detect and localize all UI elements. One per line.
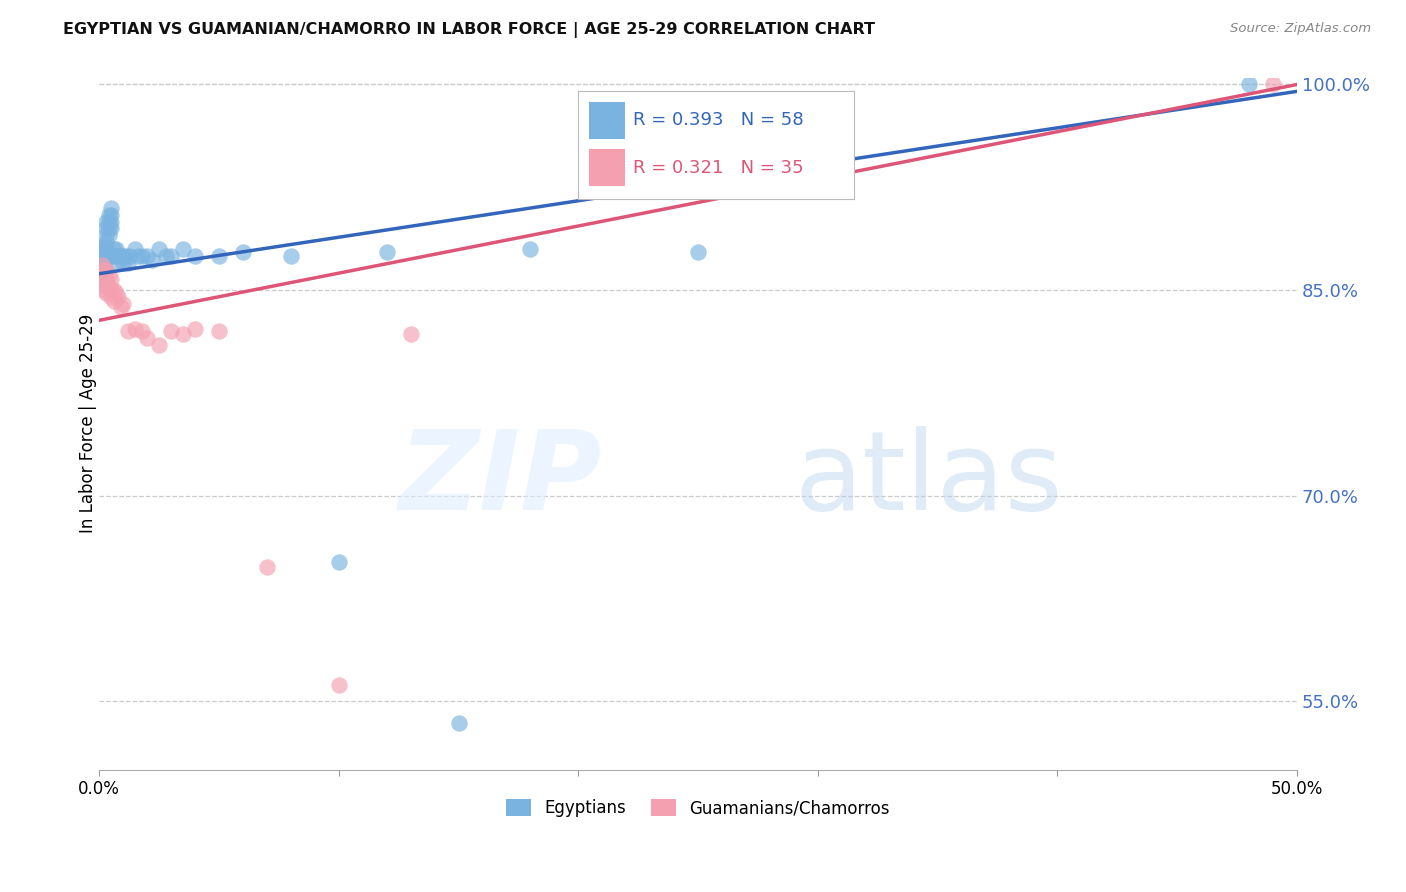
Point: [256, 560, 278, 574]
Point: [124, 242, 146, 256]
Point: [103, 242, 125, 256]
Point: [1237, 78, 1260, 92]
Point: [110, 300, 132, 314]
Point: [93, 262, 115, 277]
Point: [104, 242, 127, 256]
Point: [90, 259, 112, 273]
Point: [100, 272, 122, 286]
Point: [93, 272, 115, 286]
Point: [141, 252, 163, 267]
Point: [93, 239, 115, 253]
Point: [160, 249, 183, 263]
Point: [93, 249, 115, 263]
Point: [447, 716, 470, 731]
Point: [117, 324, 139, 338]
Point: [96, 244, 118, 259]
Point: [399, 326, 422, 341]
Point: [110, 249, 132, 263]
Point: [96, 272, 118, 286]
Y-axis label: In Labor Force | Age 25-29: In Labor Force | Age 25-29: [79, 314, 97, 533]
Point: [93, 262, 115, 277]
Point: [96, 280, 118, 294]
Point: [117, 256, 139, 270]
Point: [103, 294, 125, 309]
Point: [96, 249, 118, 263]
Point: [93, 269, 115, 284]
Point: [184, 249, 207, 263]
Point: [90, 256, 112, 270]
Point: [104, 249, 127, 263]
Point: [100, 201, 122, 215]
Point: [93, 259, 115, 273]
Point: [93, 277, 115, 291]
Point: [93, 252, 115, 267]
Point: [90, 249, 112, 263]
Point: [100, 283, 122, 297]
Point: [96, 221, 118, 235]
Point: [97, 221, 120, 235]
Text: ZIP: ZIP: [399, 425, 602, 533]
Point: [100, 221, 122, 235]
Point: [280, 249, 302, 263]
Point: [519, 242, 541, 256]
Point: [208, 249, 231, 263]
Point: [172, 242, 194, 256]
Legend: Egyptians, Guamanians/Chamorros: Egyptians, Guamanians/Chamorros: [499, 792, 897, 824]
Point: [96, 214, 118, 228]
Point: [148, 242, 170, 256]
Point: [100, 208, 122, 222]
Point: [104, 285, 127, 300]
Point: [148, 338, 170, 352]
Point: [120, 249, 142, 263]
Point: [136, 331, 159, 345]
Point: [96, 285, 118, 300]
Point: [103, 283, 125, 297]
Point: [124, 321, 146, 335]
Point: [93, 283, 115, 297]
Point: [172, 326, 194, 341]
Point: [107, 290, 129, 304]
Point: [328, 555, 350, 569]
Text: EGYPTIAN VS GUAMANIAN/CHAMORRO IN LABOR FORCE | AGE 25-29 CORRELATION CHART: EGYPTIAN VS GUAMANIAN/CHAMORRO IN LABOR …: [63, 22, 876, 38]
Point: [112, 249, 135, 263]
Point: [328, 678, 350, 692]
Point: [100, 290, 122, 304]
Point: [97, 269, 120, 284]
Point: [93, 267, 115, 281]
Point: [184, 321, 207, 335]
Point: [97, 214, 120, 228]
Point: [97, 208, 120, 222]
Point: [131, 249, 153, 263]
Point: [160, 324, 183, 338]
Point: [107, 249, 129, 263]
Point: [90, 267, 112, 281]
Point: [131, 324, 153, 338]
Point: [96, 262, 118, 277]
Point: [100, 214, 122, 228]
Point: [96, 242, 118, 256]
Point: [90, 262, 112, 277]
Point: [688, 244, 710, 259]
Point: [1261, 78, 1284, 92]
Point: [114, 249, 136, 263]
Point: [97, 228, 120, 243]
Point: [93, 244, 115, 259]
Point: [103, 249, 125, 263]
Point: [112, 256, 135, 270]
Point: [96, 235, 118, 249]
Text: Source: ZipAtlas.com: Source: ZipAtlas.com: [1230, 22, 1371, 36]
Point: [155, 249, 177, 263]
Point: [208, 324, 231, 338]
Point: [232, 244, 254, 259]
Text: atlas: atlas: [794, 425, 1063, 533]
Point: [136, 249, 159, 263]
Point: [107, 256, 129, 270]
Point: [97, 280, 120, 294]
Point: [112, 297, 135, 311]
Point: [375, 244, 398, 259]
Point: [96, 228, 118, 243]
Point: [90, 242, 112, 256]
Point: [90, 272, 112, 286]
Point: [127, 249, 149, 263]
